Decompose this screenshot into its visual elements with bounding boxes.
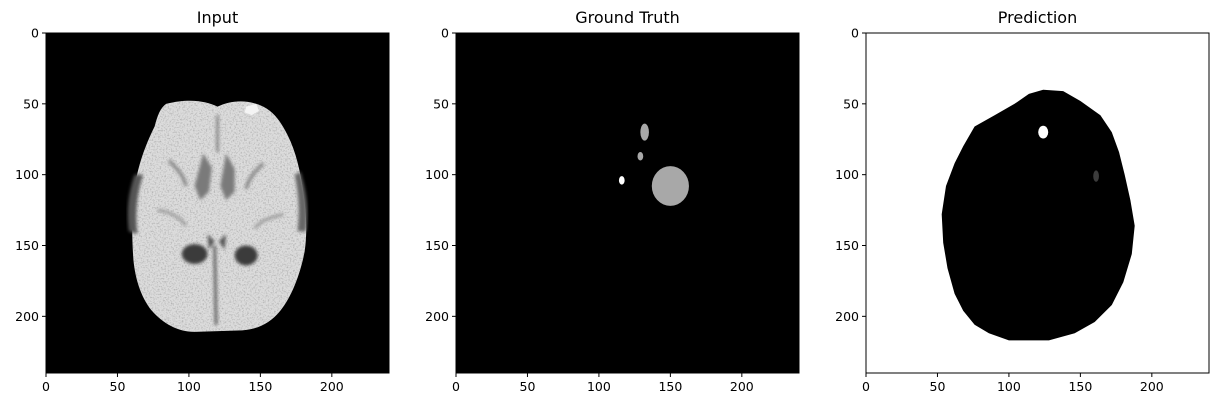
y-tick-label: 200 — [15, 309, 39, 324]
y-tick-label: 200 — [425, 309, 449, 324]
image-prediction — [865, 32, 1210, 374]
y-tick-label: 50 — [23, 96, 39, 111]
panel-ground-truth: Ground Truth 0 50 100 150 200 0 50 100 150 200 — [425, 8, 800, 394]
brain-tissue — [127, 100, 308, 332]
y-tick-label: 0 — [851, 26, 859, 41]
region-blob — [640, 123, 649, 141]
panel-title-ground-truth: Ground Truth — [575, 8, 680, 27]
panel-prediction: Prediction 0 50 100 150 200 0 50 100 150 200 — [835, 8, 1210, 394]
image-ground-truth — [455, 32, 800, 374]
x-tick-label: 200 — [320, 379, 344, 394]
x-tick-label: 200 — [730, 379, 754, 394]
region-head-mask — [941, 89, 1135, 341]
x-axis: 0 50 100 150 200 — [452, 373, 754, 394]
x-tick-label: 50 — [110, 379, 126, 394]
x-tick-label: 100 — [587, 379, 611, 394]
y-tick-label: 150 — [425, 238, 449, 253]
x-tick-label: 100 — [997, 379, 1021, 394]
panel-title-input: Input — [197, 8, 238, 27]
segmentation-regions — [618, 123, 689, 206]
x-tick-label: 100 — [177, 379, 201, 394]
region-blob — [618, 176, 625, 185]
y-axis: 0 50 100 150 200 — [15, 26, 46, 324]
y-tick-label: 100 — [15, 167, 39, 182]
x-tick-label: 150 — [248, 379, 272, 394]
y-tick-label: 200 — [835, 309, 859, 324]
y-tick-label: 0 — [31, 26, 39, 41]
x-tick-label: 50 — [520, 379, 536, 394]
panel-input: Input — [15, 8, 390, 394]
y-tick-label: 100 — [425, 167, 449, 182]
region-blob — [651, 166, 689, 206]
y-tick-label: 0 — [441, 26, 449, 41]
image-input — [45, 32, 390, 374]
y-tick-label: 50 — [843, 96, 859, 111]
region-blob — [637, 152, 644, 161]
x-axis: 0 50 100 150 200 — [862, 373, 1164, 394]
panel-title-prediction: Prediction — [998, 8, 1077, 27]
y-axis: 0 50 100 150 200 — [425, 26, 456, 324]
x-tick-label: 50 — [930, 379, 946, 394]
y-tick-label: 150 — [835, 238, 859, 253]
y-tick-label: 100 — [835, 167, 859, 182]
region-blob — [1038, 125, 1049, 139]
image-background — [456, 33, 799, 373]
x-tick-label: 150 — [1068, 379, 1092, 394]
region-blob — [1093, 170, 1099, 182]
y-tick-label: 150 — [15, 238, 39, 253]
x-tick-label: 0 — [42, 379, 50, 394]
y-axis: 0 50 100 150 200 — [835, 26, 866, 324]
segmentation-regions — [941, 89, 1135, 341]
x-tick-label: 150 — [658, 379, 682, 394]
axes-frame — [45, 32, 390, 374]
x-axis: 0 50 100 150 200 — [42, 373, 344, 394]
y-tick-label: 50 — [433, 96, 449, 111]
axes-frame — [455, 32, 800, 374]
axes-frame — [865, 32, 1210, 374]
x-tick-label: 200 — [1140, 379, 1164, 394]
x-tick-label: 0 — [862, 379, 870, 394]
x-tick-label: 0 — [452, 379, 460, 394]
